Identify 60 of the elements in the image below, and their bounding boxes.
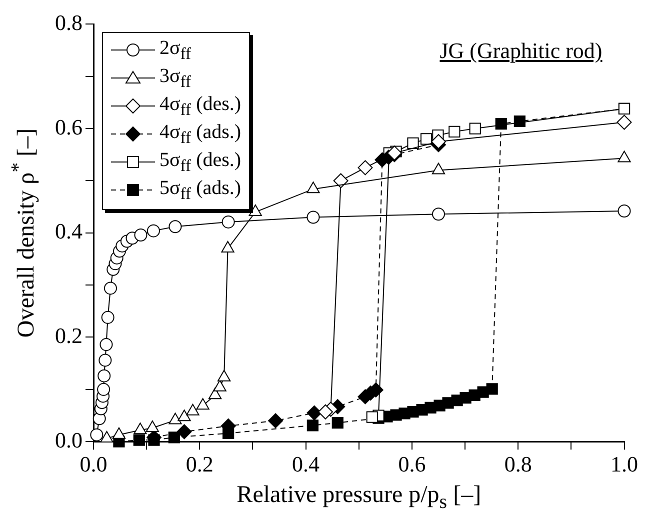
point [196, 398, 210, 410]
point [222, 215, 235, 228]
point [318, 404, 333, 420]
point [407, 137, 419, 149]
point [133, 434, 145, 446]
x-tick-label: 0.8 [504, 452, 532, 477]
x-tick-label: 1.0 [610, 452, 638, 477]
legend-label: 5σ$_{ff}$ (des.) [160, 149, 242, 176]
point [168, 220, 182, 234]
point [616, 114, 632, 130]
y-tick-label: 0.2 [55, 323, 82, 348]
point [176, 424, 192, 440]
y-tick-label: 0.8 [55, 10, 82, 35]
point [432, 208, 445, 221]
point [306, 182, 320, 194]
point [146, 420, 159, 432]
point [495, 118, 507, 130]
x-axis-title: Relative pressure p/p$_{s}$ [–] [236, 482, 482, 514]
point [306, 405, 322, 420]
x-tick-label: 0.6 [398, 452, 426, 477]
point [618, 204, 631, 218]
point [514, 115, 526, 128]
x-tick-label: 0.2 [186, 452, 214, 477]
point [358, 160, 373, 176]
point [332, 417, 344, 429]
point [97, 382, 110, 396]
point [101, 310, 114, 324]
point [268, 413, 284, 428]
legend-label: 3σ$_{ff}$ [160, 65, 192, 92]
y-tick-label: 0.4 [55, 218, 82, 244]
y-tick-label: 0.0 [55, 427, 82, 452]
point [306, 420, 319, 432]
point [90, 428, 104, 442]
annotation: JG (Graphitic rod) [440, 38, 602, 64]
point [469, 122, 481, 134]
point [134, 228, 148, 242]
point [306, 210, 320, 224]
y-tick-label: 0.6 [55, 114, 82, 140]
legend-label: 4σ$_{ff}$ (des.) [160, 93, 242, 120]
x-tick-label: 0.0 [80, 452, 108, 477]
point [221, 241, 234, 253]
point [100, 338, 113, 352]
point [430, 134, 446, 150]
point [448, 126, 460, 138]
point [146, 224, 160, 238]
legend-label: 5σ$_{ff}$ (ads.) [160, 177, 242, 204]
x-tick-label: 0.4 [292, 452, 320, 477]
point [98, 354, 112, 367]
point [98, 369, 111, 382]
point [178, 410, 191, 422]
legend-label: 2σ$_{ff}$ [160, 37, 192, 64]
point [333, 173, 348, 188]
point [134, 422, 147, 434]
point [248, 204, 262, 216]
point [104, 282, 117, 295]
point [366, 411, 378, 423]
point [486, 383, 498, 395]
point [420, 133, 432, 145]
legend-label: 4σ$_{ff}$ (ads.) [160, 121, 242, 148]
point [168, 432, 180, 444]
